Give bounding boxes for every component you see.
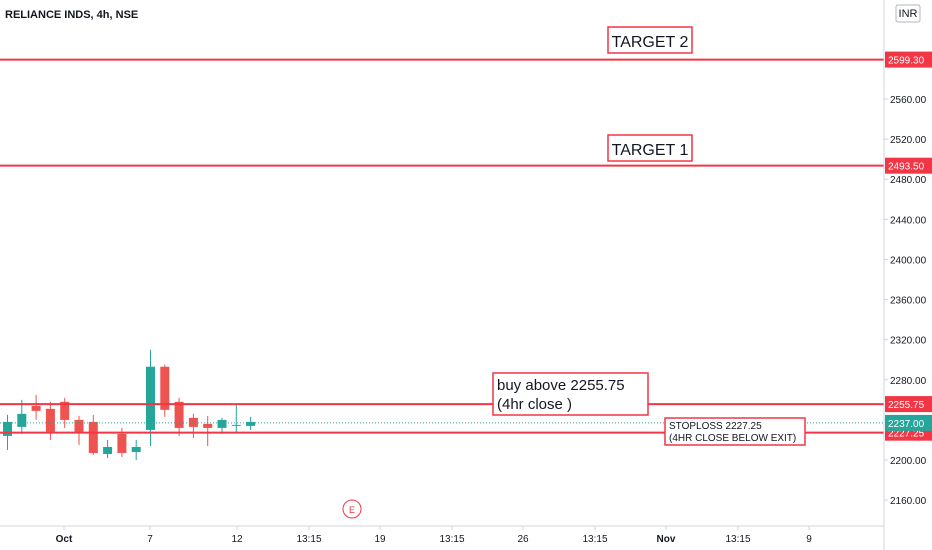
price-tick-label: 2520.00 [890,135,927,146]
price-tick-label: 2320.00 [890,336,927,347]
level-price-badge-label: 2599.30 [888,56,925,67]
level-price-badge [885,396,932,413]
candle-body [3,421,12,436]
candle[interactable] [60,397,70,428]
candle-body [231,424,241,426]
time-tick-label: 13:15 [439,534,464,545]
candle[interactable] [88,414,98,455]
price-tick-label: 2360.00 [890,296,927,307]
candle[interactable] [160,364,170,417]
candle-body [246,421,256,426]
candle-body [203,423,213,428]
earnings-marker[interactable] [342,499,362,519]
candle-body [60,401,70,420]
candle-body [174,401,184,428]
level-price-badge [885,51,932,68]
price-tick-label: 2280.00 [890,376,927,387]
candle[interactable] [203,415,213,446]
candle-body [188,417,198,427]
candle[interactable] [103,439,113,458]
price-tick-label: 2480.00 [890,175,927,186]
buy-note-line2: (4hr close ) [497,396,572,413]
currency-badge[interactable] [895,4,921,23]
candle[interactable] [31,394,41,420]
level-price-badge-label: 2493.50 [888,162,925,173]
time-tick-label: 26 [517,534,529,545]
candle-body [117,433,127,453]
price-tick-label: 2440.00 [890,215,927,226]
time-tick-label: 13:15 [725,534,750,545]
candle[interactable] [17,399,27,434]
target2-label: TARGET 2 [612,34,689,51]
candle[interactable] [246,416,256,430]
level-price-badge-label: 2227.25 [888,429,925,440]
symbol-title: RELIANCE INDS, 4h, NSE [5,9,138,21]
stoploss-note-line1: STOPLOSS 2227.25 [669,421,762,432]
time-tick-label: 7 [147,534,153,545]
candle-body [74,419,84,432]
earnings-marker-label: E [349,505,355,515]
currency-label: INR [899,8,918,20]
candle-body [131,446,141,452]
time-tick-label: 12 [231,534,243,545]
stoploss-note-line2: (4HR CLOSE BELOW EXIT) [669,433,796,444]
time-tick-label: Oct [56,534,73,545]
candle-body [88,421,98,453]
candle[interactable] [74,415,84,445]
price-tick-label: 2160.00 [890,496,927,507]
time-tick-label: 13:15 [582,534,607,545]
price-tick-label: 2560.00 [890,95,927,106]
candle-body [217,419,227,428]
time-tick-label: 19 [374,534,386,545]
candle[interactable] [146,349,155,446]
buy-note-line1: buy above 2255.75 [497,377,625,394]
stoploss-note-box[interactable] [664,417,806,446]
price-tick-label: 2200.00 [890,456,927,467]
candle-body [31,405,41,411]
candle-body [45,408,55,432]
price-tick-label: 2400.00 [890,255,927,266]
candle[interactable] [231,403,241,432]
time-tick-label: 13:15 [296,534,321,545]
target1-box[interactable] [607,134,693,162]
last-price-badge [885,414,932,431]
time-tick-label: 9 [806,534,812,545]
candle-body [103,446,113,454]
last-price-badge-label: 2237.00 [888,419,925,430]
target1-label: TARGET 1 [612,142,689,159]
candle[interactable] [188,413,198,438]
level-price-badge [885,157,932,174]
candle[interactable] [217,417,227,434]
candle[interactable] [131,439,141,460]
candle[interactable] [45,401,55,440]
target2-box[interactable] [607,26,693,54]
candle-body [146,366,155,430]
level-price-badge-label: 2255.75 [888,400,925,411]
candle-body [17,413,27,427]
buy-note-box[interactable] [492,372,649,416]
candle-body [160,366,170,410]
time-tick-label: Nov [657,534,676,545]
